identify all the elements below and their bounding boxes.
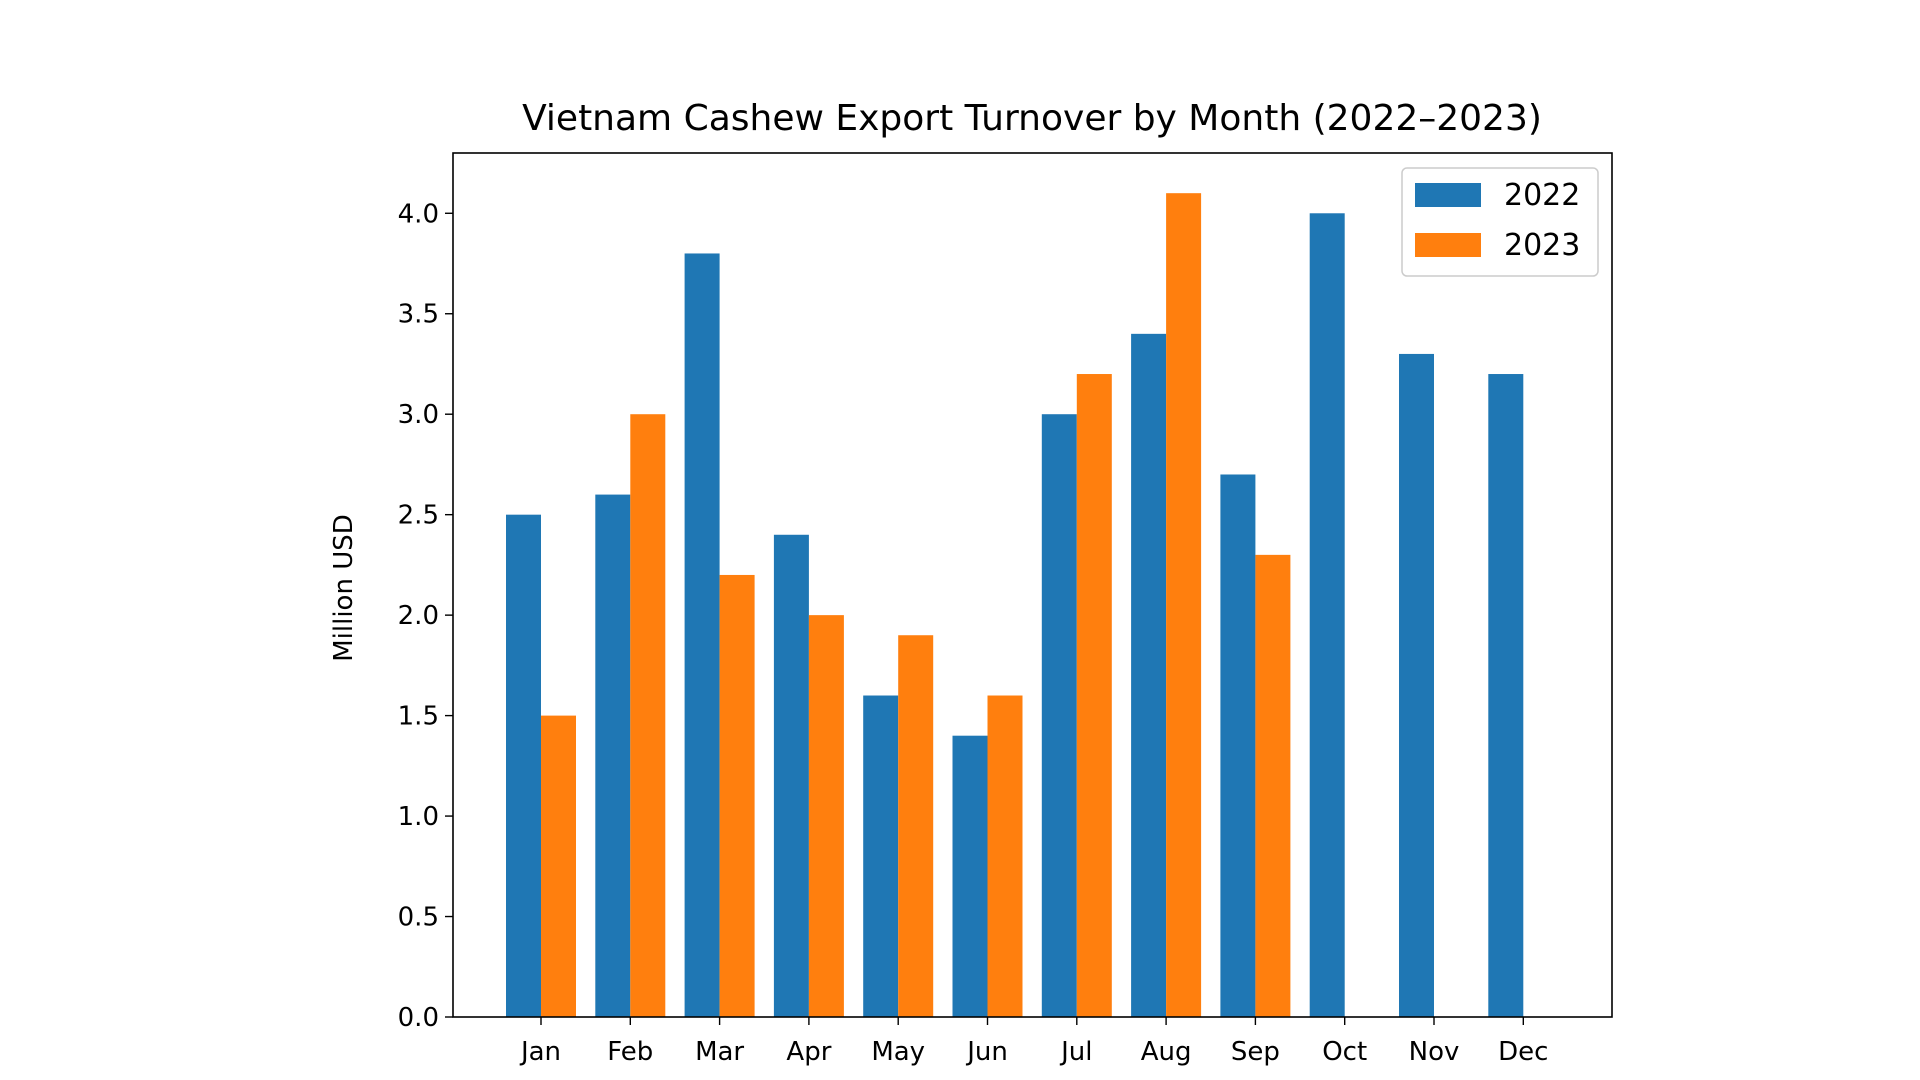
bar-2022-aug	[1131, 333, 1167, 1017]
x-tick-label-mar: Mar	[695, 1037, 744, 1067]
bar-2023-aug	[1166, 193, 1202, 1018]
bar-2023-jul	[1076, 374, 1112, 1017]
bar-2022-apr	[773, 534, 809, 1017]
bar-2022-nov	[1399, 353, 1434, 1017]
legend-swatch-2022	[1415, 183, 1481, 207]
y-tick-label: 2.5	[398, 501, 439, 531]
y-tick-label: 4.0	[398, 199, 439, 229]
x-tick-label-oct: Oct	[1322, 1037, 1367, 1067]
x-tick-label-dec: Dec	[1498, 1037, 1548, 1067]
bar-2023-sep	[1255, 554, 1291, 1017]
bar-2023-mar	[719, 574, 755, 1017]
y-tick-label: 0.5	[398, 903, 439, 933]
bar-2023-jan	[541, 715, 576, 1017]
x-tick-label-may: May	[871, 1037, 925, 1067]
bar-2022-may	[863, 695, 899, 1017]
legend: 2022 2023	[1401, 167, 1599, 277]
bar-2022-jul	[1041, 414, 1077, 1017]
x-tick-label-aug: Aug	[1141, 1037, 1192, 1067]
bar-2022-dec	[1488, 374, 1524, 1017]
y-tick-label: 3.0	[398, 400, 439, 430]
bar-2023-may	[898, 635, 934, 1017]
y-tick-label: 1.0	[398, 802, 439, 832]
legend-swatch-2023	[1415, 233, 1481, 257]
chart-title: Vietnam Cashew Export Turnover by Month …	[522, 98, 1542, 139]
y-tick-label: 2.0	[398, 601, 439, 631]
x-tick-label-jun: Jun	[965, 1037, 1008, 1067]
bar-2022-sep	[1220, 474, 1256, 1017]
x-tick-label-feb: Feb	[607, 1037, 653, 1067]
y-axis-label: Million USD	[329, 514, 359, 662]
bar-2023-jun	[987, 695, 1023, 1017]
bar-2022-oct	[1309, 213, 1345, 1018]
bar-2023-apr	[808, 615, 844, 1017]
x-tick-label-nov: Nov	[1409, 1037, 1460, 1067]
x-tick-label-apr: Apr	[786, 1037, 831, 1067]
x-tick-label-jul: Jul	[1059, 1037, 1092, 1067]
x-tick-label-jan: Jan	[519, 1037, 561, 1067]
bar-2023-feb	[630, 414, 666, 1017]
legend-label-2023: 2023	[1504, 228, 1580, 263]
bar-2022-mar	[684, 253, 720, 1018]
plot-frame	[452, 152, 1613, 1018]
axes-group: 0.0 0.5 1.0 1.5 2.0 2.5 3.0 3.5 4.0 Jan Feb Mar Apr M…	[398, 152, 1613, 1067]
y-tick-label: 0.0	[398, 1003, 439, 1033]
bar-2022-jan	[506, 514, 541, 1017]
x-tick-label-sep: Sep	[1231, 1037, 1280, 1067]
y-tick-label: 1.5	[398, 702, 439, 732]
legend-label-2022: 2022	[1504, 178, 1580, 213]
bar-2022-feb	[595, 494, 631, 1017]
bars-group	[506, 193, 1524, 1018]
y-tick-label: 3.5	[398, 300, 439, 330]
bar-2022-jun	[952, 735, 988, 1017]
